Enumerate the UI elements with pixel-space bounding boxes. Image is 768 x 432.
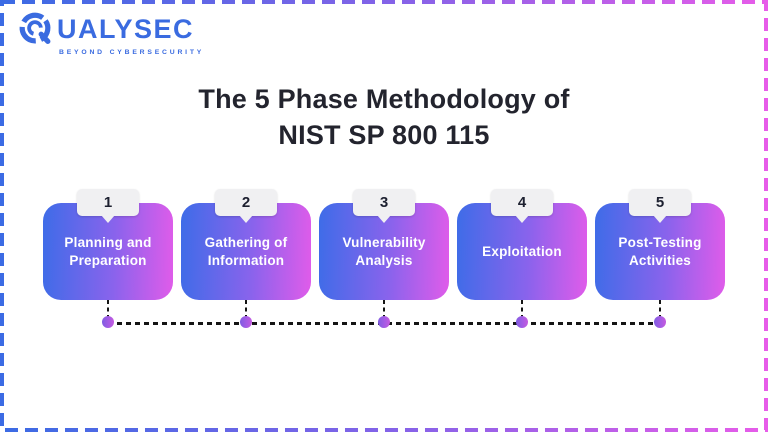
connector-line <box>382 300 386 317</box>
phase-4-exploitation: 4 Exploitation <box>457 189 587 328</box>
connector-line <box>658 300 662 317</box>
timeline-dot <box>654 316 666 328</box>
phase-label: Planning and Preparation <box>64 234 152 268</box>
phase-label: Gathering of Information <box>204 234 288 268</box>
connector-line <box>244 300 248 317</box>
phase-number-badge: 1 <box>77 189 139 216</box>
phase-label: Exploitation <box>482 243 562 259</box>
page-title: The 5 Phase Methodology of NIST SP 800 1… <box>0 82 768 153</box>
phase-5-post-testing-activities: 5 Post-Testing Activities <box>595 189 725 328</box>
phase-number-badge: 2 <box>215 189 277 216</box>
logo-wordmark: UALYSEC <box>57 13 195 44</box>
logo-tagline: BEYOND CYBERSECURITY <box>59 49 205 56</box>
connector-line <box>106 300 110 317</box>
qualysec-q-icon <box>19 12 51 44</box>
title-line-2: NIST SP 800 115 <box>278 119 490 150</box>
timeline-dot <box>378 316 390 328</box>
title-line-1: The 5 Phase Methodology of <box>198 84 570 114</box>
phase-number-badge: 5 <box>629 189 691 216</box>
timeline-dot <box>516 316 528 328</box>
phase-label: Vulnerability Analysis <box>342 234 426 268</box>
qualysec-logo: UALYSEC BEYOND CYBERSECURITY <box>16 10 204 56</box>
phase-number-badge: 3 <box>353 189 415 216</box>
phase-3-vulnerability-analysis: 3 Vulnerability Analysis <box>319 189 449 328</box>
timeline-dot <box>102 316 114 328</box>
phase-number-badge: 4 <box>491 189 553 216</box>
phase-1-planning-and-preparation: 1 Planning and Preparation <box>43 189 173 328</box>
phase-2-gathering-of-information: 2 Gathering of Information <box>181 189 311 328</box>
phases-row: 1 Planning and Preparation 2 Gathering o… <box>43 189 725 328</box>
timeline-dot <box>240 316 252 328</box>
phase-label: Post-Testing Activities <box>618 234 702 268</box>
connector-line <box>520 300 524 317</box>
